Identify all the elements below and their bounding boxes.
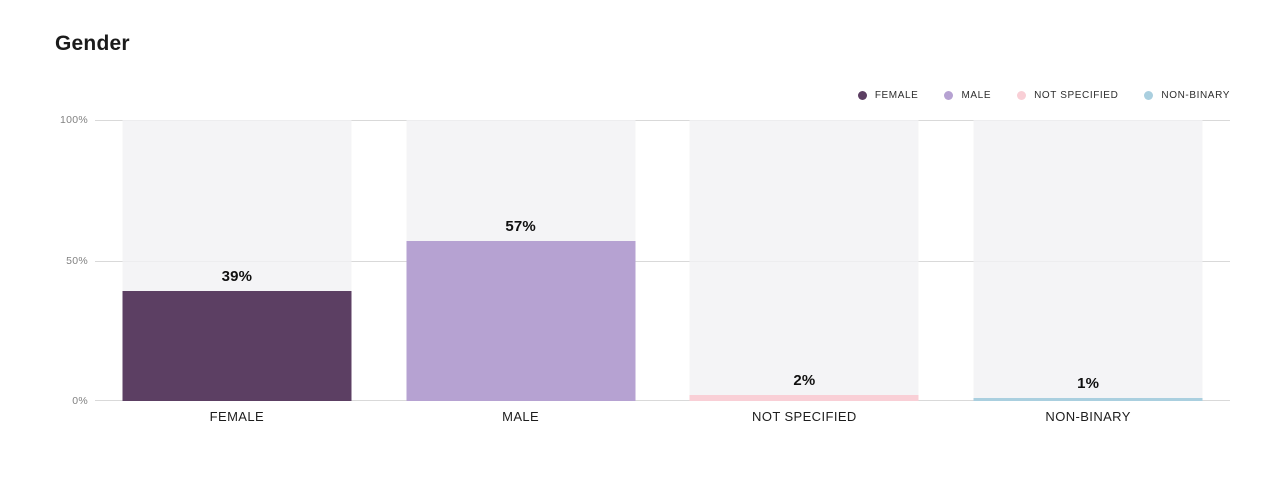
legend-item-non-binary[interactable]: NON-BINARY	[1144, 90, 1230, 101]
x-axis-category-label: FEMALE	[209, 409, 265, 424]
bar-group-not-specified: 2% NOT SPECIFIED	[663, 120, 947, 424]
gridline-50pct	[95, 260, 1230, 262]
gridline-100pct	[95, 120, 1230, 121]
x-axis-category-label: MALE	[502, 409, 540, 424]
bar-track	[973, 120, 1203, 401]
bar-chart-plot: 39% FEMALE 57% MALE 2% NOT SPECIFIED 1% NON-BIN…	[95, 120, 1230, 424]
y-axis-tick-label: 100%	[59, 114, 88, 126]
bar-value-label: 57%	[505, 217, 536, 235]
chart-title: Gender	[55, 32, 130, 55]
bar-female[interactable]	[122, 291, 352, 401]
legend-dot-icon	[857, 91, 867, 100]
x-axis-category-label: NON-BINARY	[1045, 409, 1131, 424]
bar-value-label: 1%	[1077, 375, 1100, 393]
bar-group-male: 57% MALE	[379, 120, 663, 424]
legend-item-male[interactable]: MALE	[944, 90, 991, 101]
legend-label: NOT SPECIFIED	[1034, 90, 1119, 101]
gridline-0pct	[95, 400, 1230, 401]
chart-legend: FEMALE MALE NOT SPECIFIED NON-BINARY	[857, 90, 1230, 101]
bar-not-specified[interactable]	[689, 395, 919, 401]
y-axis-tick-label: 50%	[66, 254, 88, 267]
bar-group-non-binary: 1% NON-BINARY	[946, 120, 1230, 424]
legend-item-female[interactable]: FEMALE	[857, 90, 919, 101]
bar-non-binary[interactable]	[973, 398, 1203, 401]
y-axis-tick-label: 0%	[72, 395, 88, 407]
bar-group-female: 39% FEMALE	[95, 120, 379, 424]
legend-dot-icon	[1144, 91, 1154, 100]
legend-label: FEMALE	[874, 90, 919, 101]
bar-track	[689, 120, 919, 401]
bar-value-label: 2%	[793, 372, 816, 390]
legend-item-not-specified[interactable]: NOT SPECIFIED	[1017, 90, 1118, 101]
legend-label: MALE	[961, 90, 992, 101]
legend-dot-icon	[1017, 91, 1027, 100]
x-axis-category-label: NOT SPECIFIED	[752, 409, 857, 424]
legend-dot-icon	[944, 91, 954, 100]
bar-male[interactable]	[406, 240, 636, 401]
bar-value-label: 39%	[221, 268, 253, 286]
y-axis: 100% 50% 0%	[36, 114, 88, 407]
bar-columns: 39% FEMALE 57% MALE 2% NOT SPECIFIED 1% NON-BIN…	[95, 120, 1230, 424]
legend-label: NON-BINARY	[1161, 90, 1230, 101]
